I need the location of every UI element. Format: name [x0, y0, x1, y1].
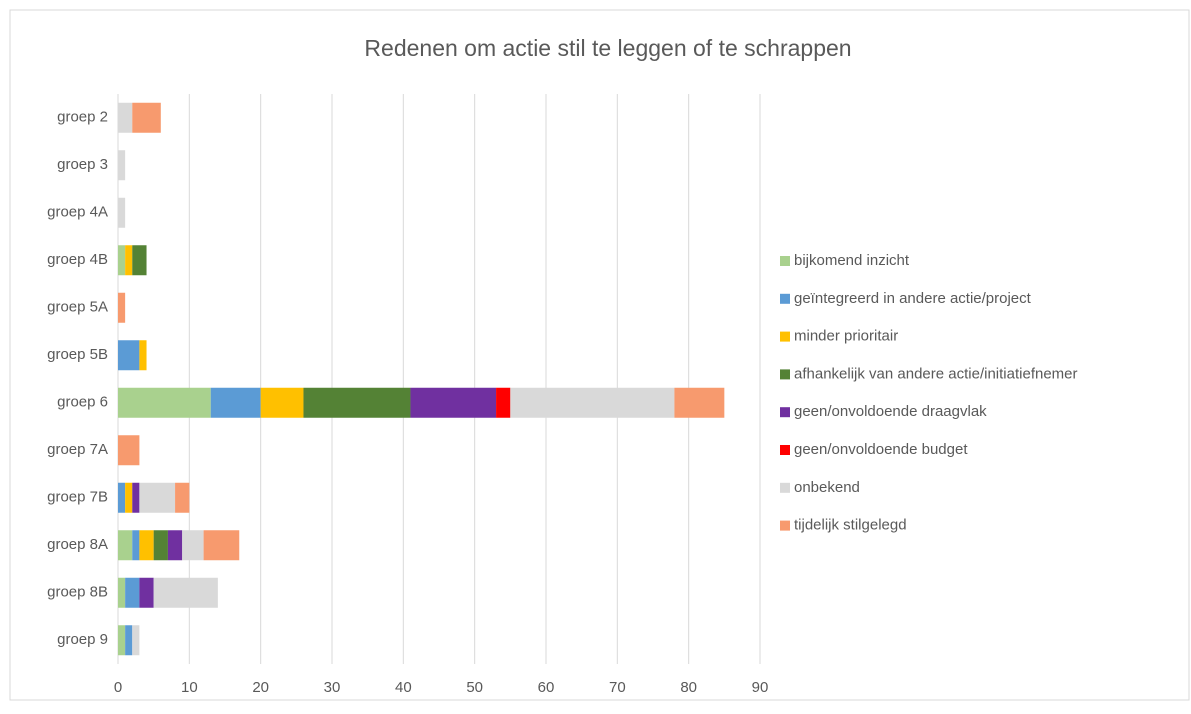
- bar-segment: [139, 530, 154, 561]
- bar-segment: [510, 387, 675, 418]
- bar-segment: [260, 387, 304, 418]
- legend-swatch: [780, 520, 790, 531]
- bar-segment: [132, 102, 161, 133]
- bar-segment: [132, 530, 140, 561]
- bar-segment: [118, 577, 126, 608]
- bar-segment: [118, 150, 126, 181]
- bar-segment: [139, 482, 176, 513]
- legend-swatch: [780, 331, 790, 342]
- legend-label: bijkomend inzicht: [794, 252, 910, 269]
- bar-segment: [182, 530, 204, 561]
- bar-segment: [674, 387, 725, 418]
- bar-segment: [118, 340, 140, 371]
- x-tick-label: 60: [538, 679, 555, 696]
- bar-segment: [139, 340, 147, 371]
- bar-segment: [175, 482, 190, 513]
- y-tick-label: groep 5B: [47, 346, 108, 363]
- y-tick-label: groep 2: [57, 109, 108, 126]
- bar-segment: [496, 387, 511, 418]
- legend-label: onbekend: [794, 479, 860, 496]
- legend-swatch: [780, 445, 790, 455]
- bar-segment: [125, 482, 133, 513]
- bar-segment: [118, 102, 133, 133]
- x-tick-label: 20: [252, 679, 269, 696]
- x-tick-label: 10: [181, 679, 198, 696]
- bar-segment: [118, 387, 211, 418]
- bar-segment: [153, 530, 168, 561]
- bar-segment: [132, 625, 140, 656]
- bar-segment: [132, 482, 140, 513]
- legend-label: tijdelijk stilgelegd: [794, 517, 907, 534]
- bar-segment: [118, 482, 126, 513]
- y-tick-label: groep 7A: [47, 441, 108, 458]
- y-tick-label: groep 3: [57, 156, 108, 173]
- x-tick-label: 70: [609, 679, 626, 696]
- bar-segment: [125, 245, 133, 276]
- legend-swatch: [780, 256, 790, 266]
- x-tick-label: 0: [114, 679, 122, 696]
- bar-segment: [118, 625, 126, 656]
- legend-label: minder prioritair: [794, 328, 898, 345]
- y-tick-label: groep 8B: [47, 584, 108, 601]
- chart-title: Redenen om actie stil te leggen of te sc…: [364, 35, 851, 61]
- x-tick-label: 30: [324, 679, 341, 696]
- bar-segment: [118, 197, 126, 228]
- x-tick-label: 90: [752, 679, 769, 696]
- bar-segment: [118, 245, 126, 276]
- y-tick-label: groep 6: [57, 394, 108, 411]
- y-tick-label: groep 4B: [47, 251, 108, 268]
- legend-swatch: [780, 407, 790, 418]
- bar-segment: [303, 387, 411, 418]
- legend-label: geen/onvoldoende draagvlak: [794, 403, 987, 420]
- bar-segment: [118, 435, 140, 466]
- x-tick-label: 80: [680, 679, 697, 696]
- y-tick-label: groep 9: [57, 631, 108, 648]
- bar-segment: [167, 530, 183, 561]
- bar-segment: [203, 530, 240, 561]
- y-tick-label: groep 5A: [47, 299, 108, 316]
- y-tick-label: groep 8A: [47, 536, 108, 553]
- legend-swatch: [780, 293, 790, 304]
- y-tick-label: groep 7B: [47, 489, 108, 506]
- x-tick-label: 40: [395, 679, 412, 696]
- bar-segment: [125, 625, 133, 656]
- bar-segment: [132, 245, 147, 276]
- legend-swatch: [780, 369, 790, 380]
- bar-segment: [125, 577, 140, 608]
- bar-segment: [118, 530, 133, 561]
- y-tick-label: groep 4A: [47, 204, 108, 221]
- bar-segment: [153, 577, 218, 608]
- legend-label: afhankelijk van andere actie/initiatiefn…: [794, 365, 1078, 382]
- bar-segment: [410, 387, 497, 418]
- bar-segment: [118, 292, 126, 323]
- bar-segment: [139, 577, 154, 608]
- legend-swatch: [780, 482, 790, 493]
- x-tick-label: 50: [466, 679, 483, 696]
- legend-label: geïntegreerd in andere actie/project: [794, 290, 1032, 307]
- legend-label: geen/onvoldoende budget: [794, 441, 968, 458]
- bar-segment: [210, 387, 261, 418]
